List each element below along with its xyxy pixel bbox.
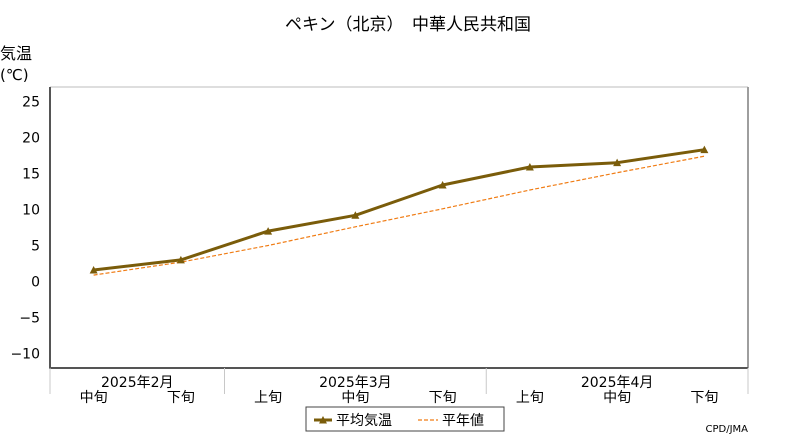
legend-label-normal: 平年値: [442, 413, 484, 429]
data-point-average: [89, 266, 98, 274]
y-axis-ticks: −10 −5 0 5 10 15 20 25: [10, 94, 40, 362]
x-tick-label: 下旬: [167, 390, 195, 406]
data-point-average: [525, 162, 534, 171]
data-point-average: [176, 255, 185, 264]
y-axis-unit: (℃): [0, 66, 29, 84]
series-line-average: [93, 148, 705, 272]
month-label: 2025年2月: [101, 375, 174, 391]
y-axis-label: 気温: [0, 44, 32, 63]
series-line-normal: [93, 155, 705, 276]
data-point-average: [351, 211, 360, 219]
x-tick-label: 上旬: [254, 390, 282, 406]
series-layer: [89, 145, 709, 276]
data-point-average: [264, 227, 273, 235]
chart-title: ペキン（北京） 中華人民共和国: [285, 15, 531, 35]
x-tick-label: 中旬: [80, 390, 108, 406]
plot-frame: [49, 86, 749, 369]
legend-box: [305, 406, 505, 432]
y-tick-label: 10: [22, 202, 40, 218]
y-tick-label: −5: [19, 311, 40, 327]
month-label: 2025年4月: [581, 375, 654, 391]
x-tick-label: 上旬: [516, 390, 544, 406]
data-point-average: [700, 145, 709, 154]
data-point-average: [438, 180, 447, 189]
y-tick-label: 20: [22, 130, 40, 146]
credit-text: CPD/JMA: [706, 424, 749, 435]
x-tick-label: 下旬: [690, 390, 718, 406]
plot-area: [50, 87, 748, 368]
y-tick-label: 15: [22, 166, 40, 182]
x-tick-label: 下旬: [429, 390, 457, 406]
x-tick-label: 中旬: [341, 390, 369, 406]
data-point-average: [613, 158, 622, 167]
legend: 平均気温 平年値: [305, 406, 505, 432]
month-label: 2025年3月: [319, 375, 392, 391]
y-tick-label: 25: [22, 94, 40, 110]
y-tick-label: 5: [31, 239, 40, 255]
x-tick-label: 中旬: [603, 390, 631, 406]
legend-label-average: 平均気温: [336, 413, 392, 429]
legend-marker-average: [319, 416, 327, 424]
y-tick-label: 0: [31, 275, 40, 291]
y-tick-label: −10: [10, 347, 40, 363]
